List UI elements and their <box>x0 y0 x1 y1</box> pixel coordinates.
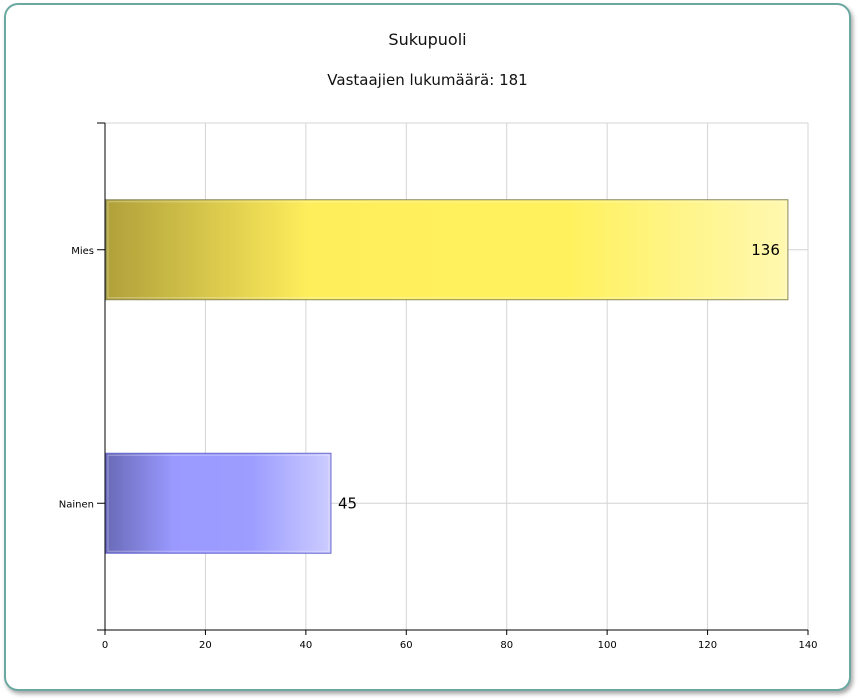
bar-nainen <box>105 452 332 554</box>
x-tick-label: 60 <box>400 640 413 651</box>
x-tick-label: 100 <box>598 640 617 651</box>
data-label: 136 <box>751 241 780 259</box>
x-tick-label: 80 <box>500 640 513 651</box>
x-tick-label: 120 <box>698 640 717 651</box>
grid-layer <box>105 122 809 630</box>
chart-title: Sukupuoli <box>388 30 467 49</box>
category-label: Nainen <box>59 499 94 510</box>
bar-highlight <box>107 201 787 299</box>
data-label: 45 <box>338 494 357 512</box>
bar-layer <box>105 199 789 554</box>
axis-layer <box>97 122 809 635</box>
x-tick-label: 0 <box>102 640 108 651</box>
x-tick-label: 20 <box>199 640 212 651</box>
bar-mies <box>105 199 789 301</box>
label-layer: 0 20 40 60 80 100 120 140 Mies 136 Nainen 45 <box>59 241 818 651</box>
chart-frame <box>4 3 851 691</box>
category-label: Mies <box>71 246 94 257</box>
x-tick-label: 40 <box>299 640 312 651</box>
bar-highlight <box>107 454 330 552</box>
x-tick-label: 140 <box>798 640 817 651</box>
chart-subtitle: Vastaajien lukumäärä: 181 <box>327 71 528 89</box>
